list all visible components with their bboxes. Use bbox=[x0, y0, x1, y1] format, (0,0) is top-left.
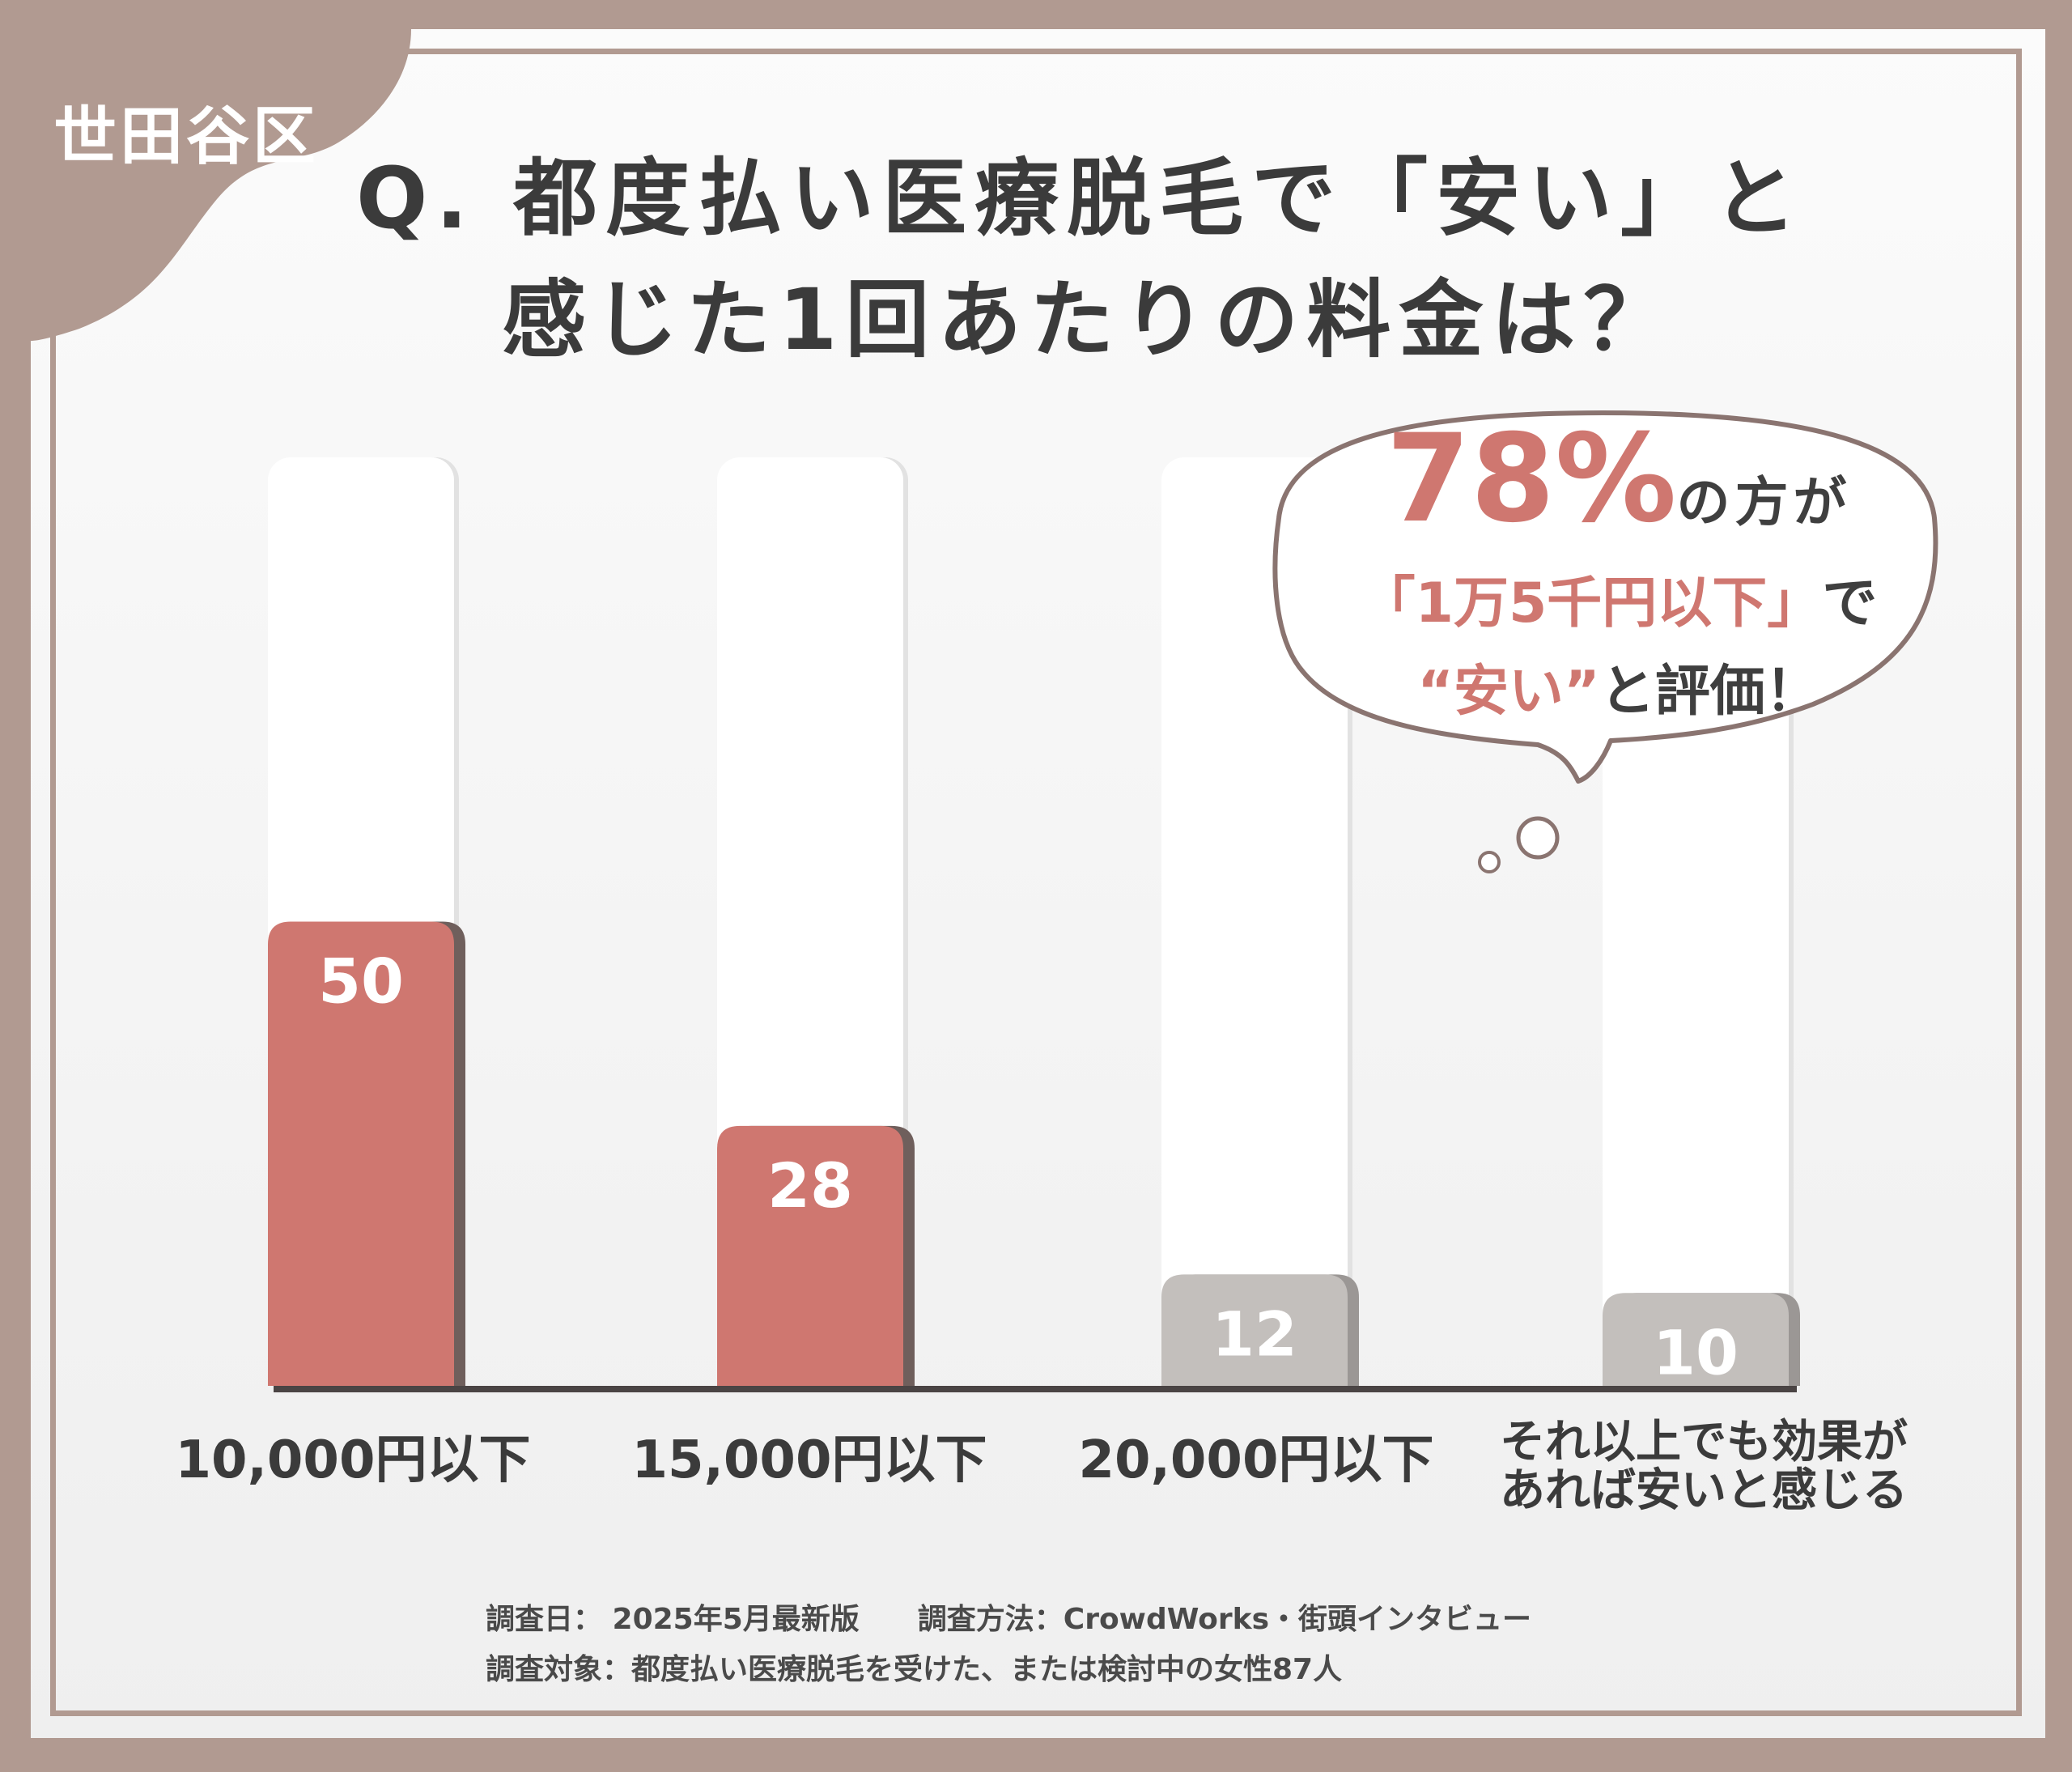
callout-percentage: 78% bbox=[1386, 409, 1677, 550]
callout-price-range: 「1万5千円以下」 bbox=[1360, 572, 1823, 635]
category-label-line: 10,000円以下 bbox=[175, 1430, 531, 1490]
question-title-line-2: 感じた1回あたりの料金は？ bbox=[502, 270, 1676, 369]
bar-value-label: 12 bbox=[1212, 1298, 1297, 1370]
area-label: 世田谷区 bbox=[53, 100, 320, 173]
callout-suffix: の方が bbox=[1676, 471, 1852, 533]
survey-info-line-1: 調査日： 2025年5月最新版 調査方法：CrowdWorks・街頭インタビュー bbox=[486, 1603, 1531, 1636]
thought-bubble bbox=[1272, 410, 1938, 873]
callout-particle: で bbox=[1822, 572, 1878, 635]
callout-line-1: 78%の方が bbox=[1295, 409, 1942, 550]
bar-value-label: 50 bbox=[318, 945, 404, 1018]
corner-ribbon bbox=[31, 29, 411, 341]
category-label-line: それ以上でも効果が bbox=[1500, 1416, 1908, 1468]
category-label: それ以上でも効果が あれば安いと感じる bbox=[1453, 1418, 1955, 1515]
category-label-line: あれば安いと感じる bbox=[1500, 1464, 1908, 1517]
bar bbox=[717, 1125, 903, 1386]
bar-value-label: 28 bbox=[767, 1149, 853, 1222]
callout-line-2: 「1万5千円以下」で bbox=[1295, 558, 1942, 638]
question-title-line-1: Q. 都度払い医療脱毛で「安い」と bbox=[356, 149, 1806, 248]
category-label: 20,000円以下 bbox=[1005, 1418, 1507, 1493]
bar bbox=[1161, 1274, 1348, 1386]
survey-footer: 調査日： 2025年5月最新版 調査方法：CrowdWorks・街頭インタビュー… bbox=[486, 1595, 1531, 1695]
callout-line-3: “安い”と評価！ bbox=[1295, 646, 1942, 726]
callout-text: 78%の方が 「1万5千円以下」で “安い”と評価！ bbox=[1295, 409, 1942, 726]
bar-value-label: 10 bbox=[1653, 1316, 1739, 1388]
x-axis-baseline bbox=[274, 1386, 1797, 1392]
category-label: 10,000円以下 bbox=[102, 1418, 604, 1493]
bar bbox=[1603, 1293, 1789, 1386]
bar bbox=[268, 921, 454, 1386]
callout-cheap-word: “安い” bbox=[1417, 660, 1600, 724]
bar-track bbox=[1161, 457, 1348, 1386]
category-label: 15,000円以下 bbox=[558, 1418, 1060, 1493]
category-label-line: 20,000円以下 bbox=[1078, 1430, 1434, 1490]
callout-evaluation: と評価！ bbox=[1599, 660, 1820, 724]
survey-info-line-2: 調査対象：都度払い医療脱毛を受けた、または検討中の女性87人 bbox=[486, 1653, 1343, 1686]
category-label-line: 15,000円以下 bbox=[631, 1430, 987, 1490]
